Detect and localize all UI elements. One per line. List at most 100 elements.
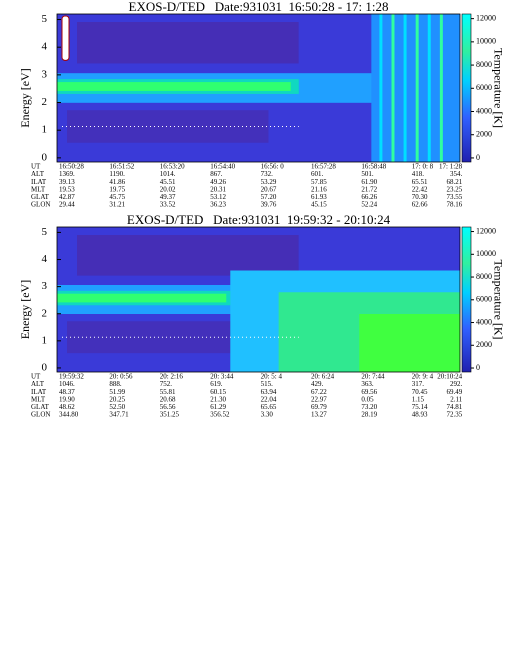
contour-region xyxy=(371,14,460,162)
table-cell: 20: 2:16 xyxy=(160,373,184,381)
colorbar-tick-label: 10000 xyxy=(476,37,496,46)
table-cell: 732. xyxy=(261,170,274,178)
colorbar-tick-label: 8000 xyxy=(476,272,492,281)
table-cell: 45.51 xyxy=(160,178,176,186)
table-cell: 418. xyxy=(412,170,425,178)
table-cell: 351.25 xyxy=(160,411,180,419)
contour-patch xyxy=(77,22,299,64)
table-cell: 17: 1:28 xyxy=(439,163,463,171)
table-cell: 13.27 xyxy=(311,411,327,419)
table-cell: 67.22 xyxy=(311,388,327,396)
colorbar-tick-label: 0 xyxy=(476,363,480,372)
table-cell: 16:53:20 xyxy=(160,163,185,171)
colorbar-tick-label: 6000 xyxy=(476,83,492,92)
table-cell: 20.25 xyxy=(109,395,125,403)
colorbar xyxy=(461,13,472,163)
table-cell: 619. xyxy=(210,380,223,388)
y-axis-label: Energy [eV] xyxy=(18,280,32,339)
table-cell: 3.30 xyxy=(261,411,274,419)
table-cell: 73.20 xyxy=(361,403,377,411)
chart-title: EXOS-D/TED Date:931031 16:50:28 - 17: 1:… xyxy=(129,0,389,14)
y-tick-label: 4 xyxy=(42,253,48,265)
table-cell: 55.81 xyxy=(160,388,176,396)
table-cell: 41.86 xyxy=(109,178,125,186)
table-cell: 16:51:52 xyxy=(109,163,134,171)
table-cell: 20: 3:44 xyxy=(210,373,234,381)
table-cell: 21.16 xyxy=(311,185,327,193)
table-row-name: ILAT xyxy=(31,178,47,186)
table-cell: 20:10:24 xyxy=(437,373,462,381)
table-row-name: MLT xyxy=(31,185,46,193)
table-cell: 69.79 xyxy=(311,403,327,411)
table-cell: 70.45 xyxy=(412,388,428,396)
contour-spike xyxy=(391,14,395,162)
table-cell: 33.52 xyxy=(160,201,176,209)
table-cell: 49.37 xyxy=(160,193,176,201)
table-cell: 69.56 xyxy=(361,388,377,396)
table-cell: 65.51 xyxy=(412,178,428,186)
table-cell: 52.50 xyxy=(109,403,125,411)
table-cell: 16:54:40 xyxy=(210,163,235,171)
y-tick-label: 1 xyxy=(42,334,48,346)
colorbar-tick-label: 4000 xyxy=(476,317,492,326)
y-tick-label: 3 xyxy=(42,68,48,80)
contour-spike xyxy=(403,14,407,162)
table-row-name: UT xyxy=(31,163,41,171)
table-cell: 21.30 xyxy=(210,395,226,403)
contour-band xyxy=(57,82,291,91)
table-row-name: GLON xyxy=(31,201,50,209)
colorbar-tick-label: 12000 xyxy=(476,13,496,22)
table-cell: 29.44 xyxy=(59,201,75,209)
table-cell: 888. xyxy=(109,380,122,388)
table-cell: 45.75 xyxy=(109,193,125,201)
plot-frame xyxy=(56,13,461,163)
table-row-name: GLON xyxy=(31,411,50,419)
table-row-name: ALT xyxy=(31,380,45,388)
table-cell: 48.37 xyxy=(59,388,75,396)
contour-spike xyxy=(415,14,419,162)
colorbar-tick-label: 6000 xyxy=(476,295,492,304)
table-row-name: UT xyxy=(31,373,41,381)
table-cell: 16:56: 0 xyxy=(261,163,285,171)
table-cell: 20: 6:24 xyxy=(311,373,335,381)
table-cell: 20: 0:56 xyxy=(109,373,133,381)
table-cell: 19.75 xyxy=(109,185,125,193)
table-cell: 60.15 xyxy=(210,388,226,396)
table-row-name: GLAT xyxy=(31,193,50,201)
y-tick-label: 3 xyxy=(42,280,48,292)
table-cell: 429. xyxy=(311,380,324,388)
table-cell: 73.55 xyxy=(446,193,462,201)
colorbar-tick-label: 12000 xyxy=(476,226,496,235)
table-cell: 0.05 xyxy=(361,395,374,403)
table-cell: 20.68 xyxy=(160,395,176,403)
table-cell: 39.76 xyxy=(261,201,277,209)
table-cell: 31.21 xyxy=(109,201,125,209)
table-cell: 28.19 xyxy=(361,411,377,419)
table-cell: 20.31 xyxy=(210,185,226,193)
table-cell: 16:57:28 xyxy=(311,163,336,171)
table-cell: 354. xyxy=(450,170,463,178)
table-cell: 1046. xyxy=(59,380,75,388)
y-tick-label: 5 xyxy=(42,226,48,238)
chart-title: EXOS-D/TED Date:931031 19:59:32 - 20:10:… xyxy=(127,212,391,227)
table-cell: 16:58:48 xyxy=(361,163,386,171)
table-cell: 39.13 xyxy=(59,178,75,186)
table-cell: 1190. xyxy=(109,170,125,178)
colorbar-label: Temperature [K] xyxy=(491,48,505,128)
table-cell: 1369. xyxy=(59,170,75,178)
table-cell: 347.71 xyxy=(109,411,129,419)
table-cell: 867. xyxy=(210,170,223,178)
table-cell: 317. xyxy=(412,380,425,388)
table-cell: 70.30 xyxy=(412,193,428,201)
table-cell: 57.85 xyxy=(311,178,327,186)
table-cell: 515. xyxy=(261,380,274,388)
table-cell: 51.99 xyxy=(109,388,125,396)
table-cell: 752. xyxy=(160,380,173,388)
table-cell: 363. xyxy=(361,380,374,388)
table-row-name: GLAT xyxy=(31,403,50,411)
table-cell: 69.49 xyxy=(446,388,462,396)
table-cell: 66.26 xyxy=(361,193,377,201)
table-cell: 21.72 xyxy=(361,185,377,193)
table-cell: 75.14 xyxy=(412,403,428,411)
